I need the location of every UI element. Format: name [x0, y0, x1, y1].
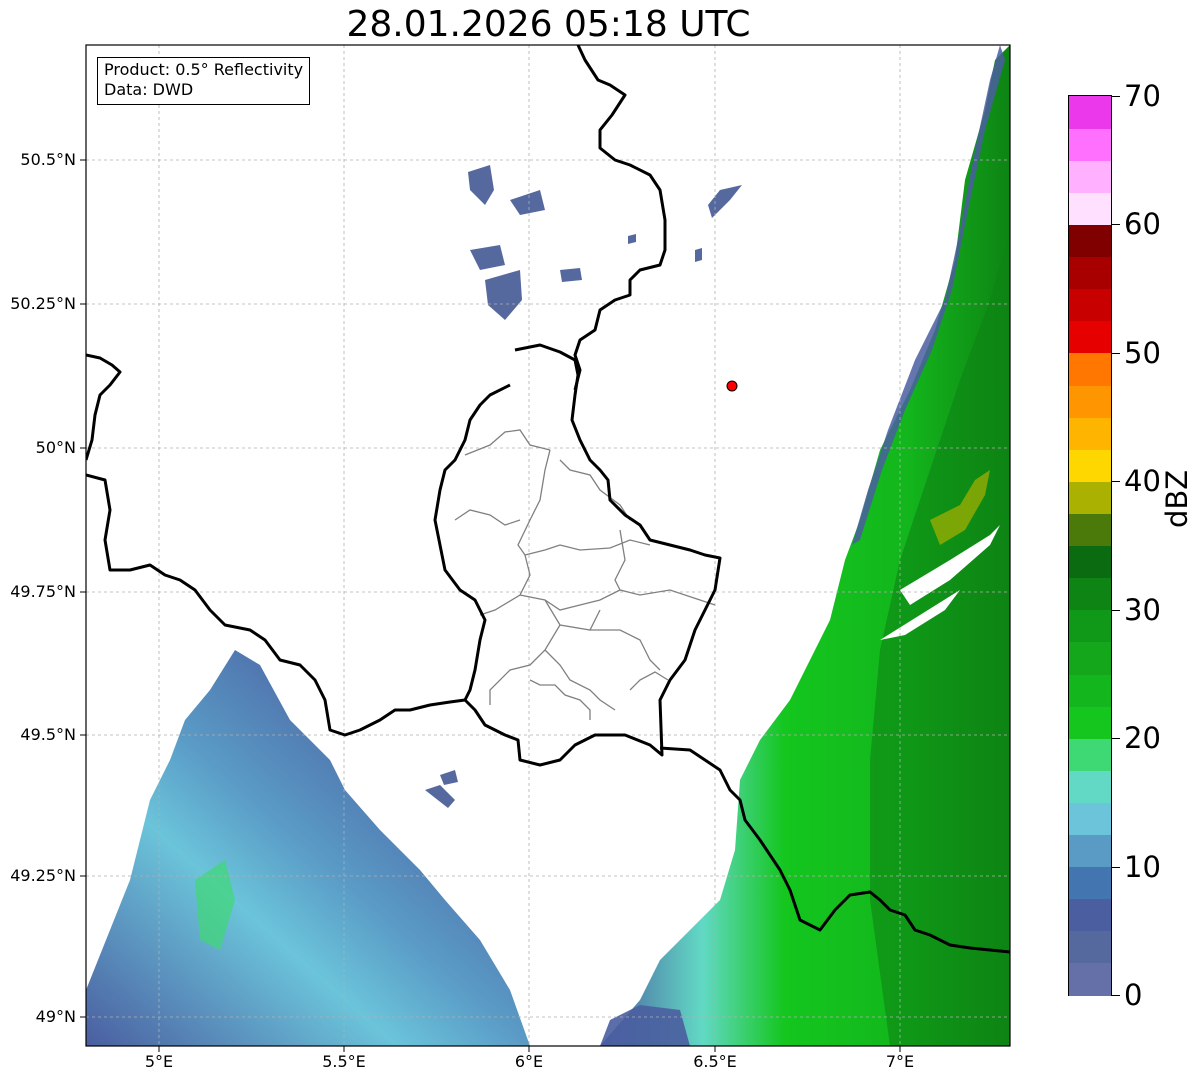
belgium-france-north-border	[86, 353, 122, 461]
colorbar-segment	[1069, 256, 1111, 290]
colorbar-segment	[1069, 834, 1111, 868]
colorbar-tick-label: 50	[1124, 335, 1161, 370]
colorbar-tick	[1112, 96, 1120, 97]
colorbar-segment	[1069, 320, 1111, 354]
north-scatter-echoes	[425, 165, 742, 808]
colorbar-tick	[1112, 866, 1120, 868]
colorbar-segment	[1069, 481, 1111, 514]
lat-label: 49.75°N	[10, 582, 76, 601]
east-gap-1	[900, 525, 1000, 605]
belgium-france-border	[86, 473, 466, 737]
map-frame-border	[85, 44, 1011, 1047]
colorbar-segment	[1069, 577, 1111, 611]
east-core	[870, 230, 1010, 1046]
colorbar-segment	[1069, 770, 1111, 803]
southwest-precip-band	[86, 650, 530, 1046]
colorbar-segment	[1069, 288, 1111, 322]
colorbar-segment	[1069, 352, 1111, 386]
east-precip-edge	[852, 45, 1005, 545]
colorbar-tick-label: 70	[1124, 79, 1161, 113]
lat-label: 49.25°N	[10, 866, 76, 885]
map-title: 28.01.2026 05:18 UTC	[346, 4, 751, 45]
colorbar-tick	[1112, 352, 1120, 354]
lat-label: 49°N	[35, 1007, 76, 1026]
colorbar-segment	[1069, 738, 1111, 771]
colorbar-segment	[1069, 417, 1111, 450]
radar-site-marker	[726, 380, 738, 392]
colorbar-tick-label: 30	[1124, 592, 1161, 627]
lon-label: 5.5°E	[322, 1052, 366, 1071]
colorbar-segment	[1069, 128, 1111, 161]
colorbar-segment	[1069, 160, 1111, 193]
colorbar-segment	[1069, 192, 1111, 226]
colorbar-segment	[1069, 898, 1111, 932]
lon-label: 6°E	[514, 1052, 544, 1071]
info-product: Product: 0.5° Reflectivity	[104, 60, 304, 79]
colorbar-tick-label: 10	[1124, 849, 1161, 884]
colorbar-tick	[1112, 609, 1120, 611]
colorbar-segment	[1069, 96, 1111, 129]
colorbar-tick	[1112, 481, 1120, 483]
colorbar-tick	[1112, 738, 1120, 740]
colorbar	[1068, 95, 1112, 996]
belgium-germany-border	[573, 45, 667, 391]
colorbar-segment	[1069, 802, 1111, 836]
colorbar-tick	[1112, 995, 1120, 996]
colorbar-segment	[1069, 224, 1111, 258]
lon-label: 5°E	[144, 1052, 174, 1071]
colorbar-tick-label: 60	[1124, 207, 1161, 242]
axis-ticks	[80, 159, 901, 1052]
colorbar-segment	[1069, 449, 1111, 482]
colorbar-segment	[1069, 384, 1111, 418]
luxembourg-border	[433, 343, 722, 767]
southwest-green-patch	[195, 860, 235, 950]
info-data-source: Data: DWD	[104, 80, 194, 99]
radar-echoes	[86, 45, 1010, 1046]
southwest-scatter-south	[600, 1005, 690, 1046]
colorbar-segment	[1069, 641, 1111, 675]
colorbar-tick-label: 20	[1124, 721, 1161, 756]
france-germany-border	[659, 746, 1010, 954]
lat-label: 49.5°N	[20, 725, 76, 744]
lon-label: 6.5°E	[693, 1052, 737, 1071]
country-borders	[86, 45, 1010, 954]
colorbar-tick-label: 0	[1124, 978, 1143, 1012]
colorbar-segment	[1069, 673, 1111, 707]
lat-label: 50.25°N	[10, 294, 76, 313]
colorbar-segment	[1069, 866, 1111, 900]
lat-label: 50.5°N	[20, 150, 76, 169]
colorbar-tick	[1112, 224, 1120, 226]
info-box: Product: 0.5° Reflectivity Data: DWD	[97, 57, 311, 105]
colorbar-segment	[1069, 706, 1111, 739]
lat-label: 50°N	[35, 438, 76, 457]
district-boundaries	[454, 429, 716, 720]
colorbar-tick-label: 40	[1124, 464, 1161, 499]
colorbar-segment	[1069, 962, 1111, 996]
colorbar-segment	[1069, 609, 1111, 643]
colorbar-segment	[1069, 513, 1111, 547]
colorbar-segment	[1069, 545, 1111, 579]
east-yellow-cells	[930, 470, 990, 545]
colorbar-unit-label: dBZ	[1160, 469, 1194, 528]
colorbar-segment	[1069, 930, 1111, 964]
lon-label: 7°E	[885, 1052, 915, 1071]
graticule	[86, 45, 1010, 1046]
